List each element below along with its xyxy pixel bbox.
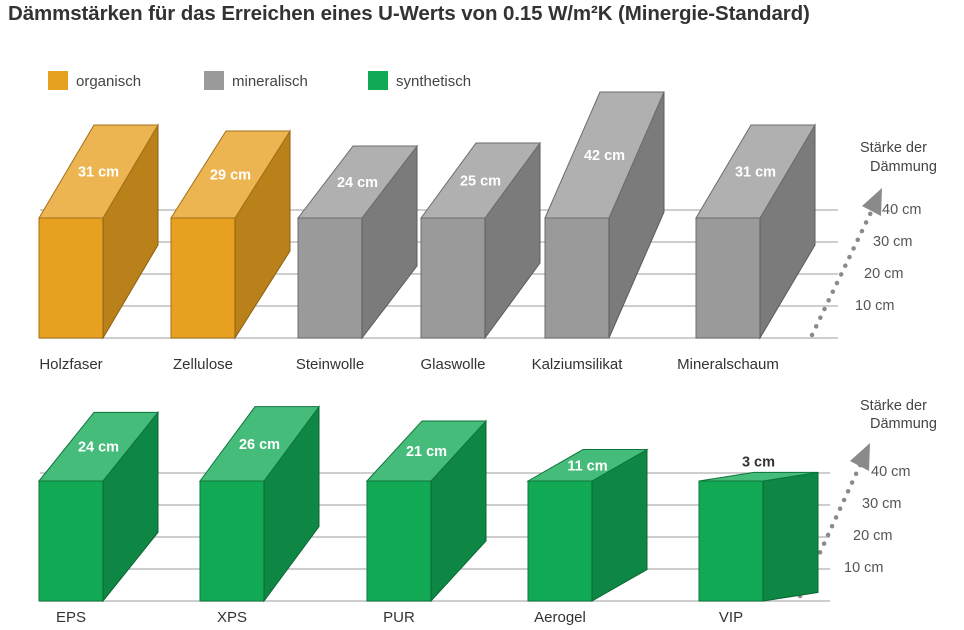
bar-top [420,142,541,219]
tick-label: 40 cm [882,202,922,218]
category-label: PUR [383,609,415,626]
bar-Holzfaser [38,123,159,340]
data-label: 29 cm [210,168,251,184]
bar-PUR [365,419,488,603]
legend-swatch-mineralisch [204,71,224,90]
data-label: 25 cm [460,174,501,190]
category-label: EPS [56,609,86,626]
chart-panel-1 [38,91,882,340]
data-label: 24 cm [337,175,378,191]
axis-arrow-dots [797,458,865,599]
bar-top [38,124,159,219]
bar-Mineralschaum [695,123,816,340]
bar-Kalziumsilikat [544,91,665,339]
category-label: Glaswolle [420,356,485,373]
category-label: Aerogel [534,609,586,626]
tick-label: 30 cm [862,496,902,512]
axis-label-line-2: Dämmung [870,159,937,175]
bar-front [170,217,236,339]
data-label: 26 cm [239,437,280,453]
bar-top [526,449,649,482]
bar-top [365,420,488,482]
bar-top [695,124,816,219]
bar-XPS [199,405,320,603]
bar-Steinwolle [296,144,419,340]
bar-Aerogel [526,448,649,602]
bar-front [698,480,764,602]
tick-label: 30 cm [873,234,913,250]
bar-front [527,480,593,602]
category-label: VIP [719,609,743,626]
tick-label: 10 cm [855,298,895,314]
bar-top [296,145,419,219]
category-label: Mineralschaum [677,356,779,373]
data-label: 42 cm [584,148,625,164]
bar-front [695,217,761,339]
category-label: Holzfaser [39,356,102,373]
bar-top [544,91,665,219]
axis-label-line-1: Stärke der [860,140,927,156]
category-label: Zellulose [173,356,233,373]
bar-top [37,411,160,482]
legend-swatch-synthetisch [368,71,388,90]
bar-Glaswolle [420,141,541,340]
category-label: Kalziumsilikat [532,356,624,373]
category-label: Steinwolle [296,356,364,373]
data-label: 31 cm [78,165,119,181]
data-label: 24 cm [78,440,119,456]
tick-label: 40 cm [871,464,911,480]
bar-top [170,130,291,219]
category-label: XPS [217,609,247,626]
bar-front [199,480,265,602]
legend-swatch-organisch [48,71,68,90]
axis-label-line-1: Stärke der [860,398,927,414]
bar-front [544,217,610,339]
bar-front [38,480,104,602]
tick-label: 20 cm [853,528,893,544]
data-label: 21 cm [406,444,447,460]
axis-arrow-head [850,443,870,471]
legend-label-synthetisch: synthetisch [396,73,471,90]
bar-front [420,217,486,339]
legend-label-mineralisch: mineralisch [232,73,308,90]
bar-VIP [698,471,819,602]
bar-Zellulose [170,129,291,340]
bar-front [366,480,432,602]
bar-side [762,471,819,602]
axis-label-line-2: Dämmung [870,416,937,432]
bar-EPS [37,410,160,603]
tick-label: 10 cm [844,560,884,576]
data-label: 3 cm [742,454,775,470]
chart-panel-2 [37,405,870,603]
bar-top [698,471,819,482]
bar-top [199,406,320,482]
tick-label: 20 cm [864,266,904,282]
data-label: 31 cm [735,165,776,181]
bar-front [297,217,363,339]
axis-arrow-head [862,188,882,216]
bar-front [38,217,104,339]
data-label: 11 cm [567,458,607,474]
chart-title: Dämmstärken für das Erreichen eines U-We… [8,2,810,25]
legend-label-organisch: organisch [76,73,141,90]
